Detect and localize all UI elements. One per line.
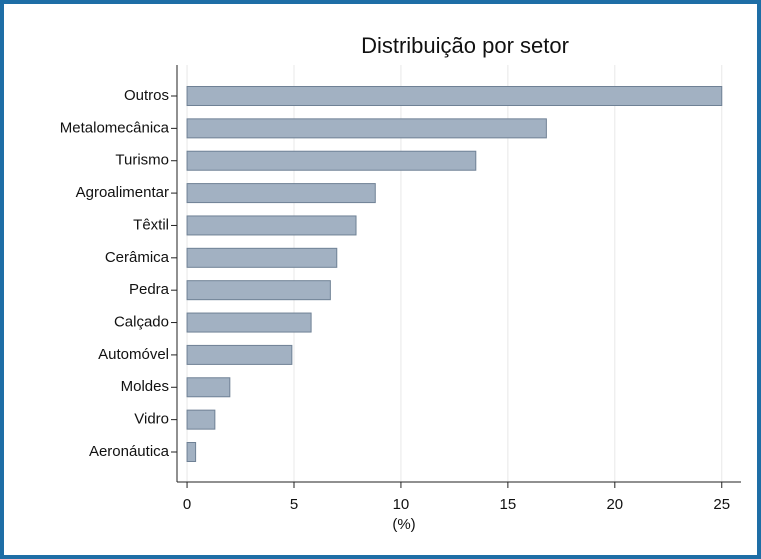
x-tick-label: 15 bbox=[500, 496, 517, 513]
x-tick-label: 25 bbox=[713, 496, 730, 513]
bar bbox=[186, 215, 357, 236]
bar bbox=[186, 247, 338, 268]
y-tick-label: Têxtil bbox=[133, 216, 169, 233]
bar bbox=[186, 312, 312, 333]
y-tick-label: Outros bbox=[124, 87, 169, 104]
x-axis-label: (%) bbox=[392, 516, 415, 533]
bar bbox=[186, 409, 216, 430]
bar bbox=[186, 377, 231, 398]
x-tick-label: 5 bbox=[290, 496, 298, 513]
x-tick-label: 0 bbox=[183, 496, 191, 513]
x-tick-label: 20 bbox=[606, 496, 623, 513]
bar bbox=[186, 118, 547, 139]
y-tick-label: Turismo bbox=[115, 152, 169, 169]
y-tick-label: Vidro bbox=[134, 411, 169, 428]
bar bbox=[186, 442, 197, 462]
bar bbox=[186, 86, 723, 106]
bar bbox=[186, 344, 293, 365]
y-tick-label: Pedra bbox=[129, 281, 170, 298]
y-tick-label: Cerâmica bbox=[105, 249, 170, 266]
y-tick-label: Agroalimentar bbox=[76, 184, 169, 201]
y-tick-label: Moldes bbox=[121, 378, 169, 395]
y-tick-label: Automóvel bbox=[98, 346, 169, 363]
y-tick-label: Metalomecânica bbox=[60, 119, 170, 136]
x-tick-label: 10 bbox=[393, 496, 410, 513]
y-tick-label: Calçado bbox=[114, 314, 169, 331]
bar bbox=[186, 150, 477, 171]
chart-title: Distribuição por setor bbox=[361, 33, 569, 58]
bar bbox=[186, 183, 376, 204]
bar bbox=[186, 280, 331, 301]
y-tick-label: Aeronáutica bbox=[89, 443, 170, 460]
